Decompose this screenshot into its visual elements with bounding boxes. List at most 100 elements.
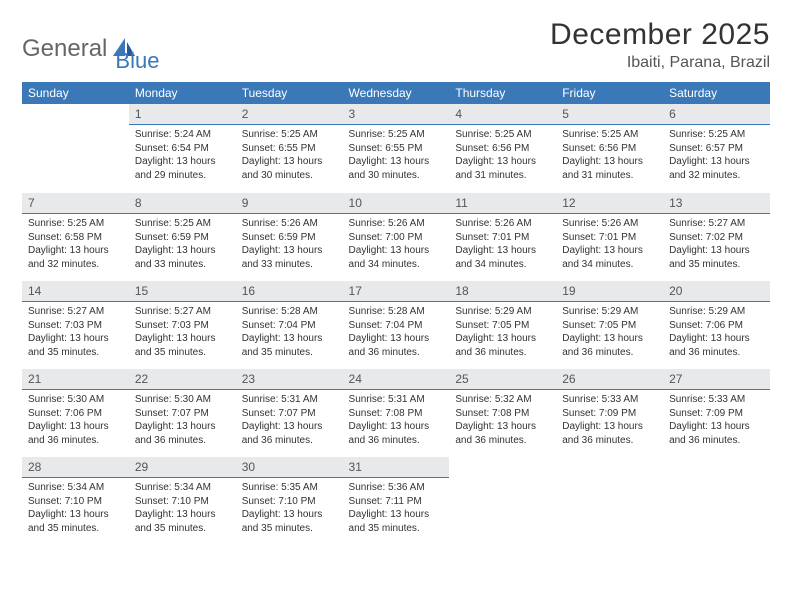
calendar-cell: 2Sunrise: 5:25 AMSunset: 6:55 PMDaylight… <box>236 104 343 192</box>
day-header: Tuesday <box>236 82 343 104</box>
day-number: 3 <box>343 104 450 125</box>
calendar-cell: 20Sunrise: 5:29 AMSunset: 7:06 PMDayligh… <box>663 280 770 368</box>
day-details: Sunrise: 5:29 AMSunset: 7:05 PMDaylight:… <box>449 302 556 363</box>
day-header: Sunday <box>22 82 129 104</box>
day-number: 8 <box>129 193 236 214</box>
day-details: Sunrise: 5:25 AMSunset: 6:57 PMDaylight:… <box>663 125 770 186</box>
calendar-cell: 19Sunrise: 5:29 AMSunset: 7:05 PMDayligh… <box>556 280 663 368</box>
day-number: 30 <box>236 457 343 478</box>
calendar-cell: 3Sunrise: 5:25 AMSunset: 6:55 PMDaylight… <box>343 104 450 192</box>
day-header: Thursday <box>449 82 556 104</box>
logo-text-general: General <box>22 35 107 63</box>
day-number: 5 <box>556 104 663 125</box>
day-number: 13 <box>663 193 770 214</box>
day-details: Sunrise: 5:26 AMSunset: 6:59 PMDaylight:… <box>236 214 343 275</box>
day-number: 17 <box>343 281 450 302</box>
location: Ibaiti, Parana, Brazil <box>550 54 770 72</box>
day-header: Monday <box>129 82 236 104</box>
day-number: 29 <box>129 457 236 478</box>
calendar-row: 28Sunrise: 5:34 AMSunset: 7:10 PMDayligh… <box>22 456 770 544</box>
calendar-cell: 17Sunrise: 5:28 AMSunset: 7:04 PMDayligh… <box>343 280 450 368</box>
day-number: 7 <box>22 193 129 214</box>
day-details: Sunrise: 5:29 AMSunset: 7:06 PMDaylight:… <box>663 302 770 363</box>
calendar-cell: .. <box>663 456 770 544</box>
day-details: Sunrise: 5:24 AMSunset: 6:54 PMDaylight:… <box>129 125 236 186</box>
calendar-cell: .. <box>449 456 556 544</box>
day-number: 4 <box>449 104 556 125</box>
day-number: 16 <box>236 281 343 302</box>
calendar-cell: 31Sunrise: 5:36 AMSunset: 7:11 PMDayligh… <box>343 456 450 544</box>
day-details: Sunrise: 5:25 AMSunset: 6:59 PMDaylight:… <box>129 214 236 275</box>
title-block: December 2025 Ibaiti, Parana, Brazil <box>550 18 770 72</box>
day-details: Sunrise: 5:29 AMSunset: 7:05 PMDaylight:… <box>556 302 663 363</box>
day-number: 25 <box>449 369 556 390</box>
day-number: 31 <box>343 457 450 478</box>
calendar-cell: 26Sunrise: 5:33 AMSunset: 7:09 PMDayligh… <box>556 368 663 456</box>
day-number: 22 <box>129 369 236 390</box>
day-number: 18 <box>449 281 556 302</box>
day-details: Sunrise: 5:25 AMSunset: 6:55 PMDaylight:… <box>343 125 450 186</box>
day-details: Sunrise: 5:26 AMSunset: 7:01 PMDaylight:… <box>556 214 663 275</box>
calendar-cell: 11Sunrise: 5:26 AMSunset: 7:01 PMDayligh… <box>449 192 556 280</box>
day-header: Wednesday <box>343 82 450 104</box>
day-number: 14 <box>22 281 129 302</box>
day-details: Sunrise: 5:34 AMSunset: 7:10 PMDaylight:… <box>22 478 129 539</box>
calendar-row: 7Sunrise: 5:25 AMSunset: 6:58 PMDaylight… <box>22 192 770 280</box>
calendar-cell: 6Sunrise: 5:25 AMSunset: 6:57 PMDaylight… <box>663 104 770 192</box>
month-title: December 2025 <box>550 18 770 52</box>
day-details: Sunrise: 5:25 AMSunset: 6:56 PMDaylight:… <box>556 125 663 186</box>
calendar-cell: 30Sunrise: 5:35 AMSunset: 7:10 PMDayligh… <box>236 456 343 544</box>
day-details: Sunrise: 5:27 AMSunset: 7:03 PMDaylight:… <box>22 302 129 363</box>
day-details: Sunrise: 5:33 AMSunset: 7:09 PMDaylight:… <box>663 390 770 451</box>
day-number: 6 <box>663 104 770 125</box>
calendar-cell: 12Sunrise: 5:26 AMSunset: 7:01 PMDayligh… <box>556 192 663 280</box>
day-details: Sunrise: 5:31 AMSunset: 7:07 PMDaylight:… <box>236 390 343 451</box>
calendar-cell: 18Sunrise: 5:29 AMSunset: 7:05 PMDayligh… <box>449 280 556 368</box>
day-details: Sunrise: 5:28 AMSunset: 7:04 PMDaylight:… <box>343 302 450 363</box>
calendar-cell: 27Sunrise: 5:33 AMSunset: 7:09 PMDayligh… <box>663 368 770 456</box>
calendar-cell: 1Sunrise: 5:24 AMSunset: 6:54 PMDaylight… <box>129 104 236 192</box>
calendar-cell: 14Sunrise: 5:27 AMSunset: 7:03 PMDayligh… <box>22 280 129 368</box>
calendar-cell: 13Sunrise: 5:27 AMSunset: 7:02 PMDayligh… <box>663 192 770 280</box>
day-number: 10 <box>343 193 450 214</box>
day-header: Friday <box>556 82 663 104</box>
day-number: 26 <box>556 369 663 390</box>
day-header: Saturday <box>663 82 770 104</box>
calendar-cell: 25Sunrise: 5:32 AMSunset: 7:08 PMDayligh… <box>449 368 556 456</box>
day-details: Sunrise: 5:26 AMSunset: 7:01 PMDaylight:… <box>449 214 556 275</box>
calendar-table: SundayMondayTuesdayWednesdayThursdayFrid… <box>22 82 770 545</box>
day-details: Sunrise: 5:27 AMSunset: 7:02 PMDaylight:… <box>663 214 770 275</box>
header: General Blue December 2025 Ibaiti, Paran… <box>22 18 770 74</box>
logo-text-blue: Blue <box>115 48 159 74</box>
day-details: Sunrise: 5:33 AMSunset: 7:09 PMDaylight:… <box>556 390 663 451</box>
day-details: Sunrise: 5:34 AMSunset: 7:10 PMDaylight:… <box>129 478 236 539</box>
calendar-cell: 9Sunrise: 5:26 AMSunset: 6:59 PMDaylight… <box>236 192 343 280</box>
day-details: Sunrise: 5:30 AMSunset: 7:07 PMDaylight:… <box>129 390 236 451</box>
calendar-cell: 15Sunrise: 5:27 AMSunset: 7:03 PMDayligh… <box>129 280 236 368</box>
day-number: 9 <box>236 193 343 214</box>
day-number: 21 <box>22 369 129 390</box>
day-details: Sunrise: 5:28 AMSunset: 7:04 PMDaylight:… <box>236 302 343 363</box>
calendar-row: ..1Sunrise: 5:24 AMSunset: 6:54 PMDaylig… <box>22 104 770 192</box>
day-details: Sunrise: 5:31 AMSunset: 7:08 PMDaylight:… <box>343 390 450 451</box>
day-number: 12 <box>556 193 663 214</box>
calendar-head: SundayMondayTuesdayWednesdayThursdayFrid… <box>22 82 770 104</box>
calendar-cell: 16Sunrise: 5:28 AMSunset: 7:04 PMDayligh… <box>236 280 343 368</box>
day-number: 24 <box>343 369 450 390</box>
day-details: Sunrise: 5:27 AMSunset: 7:03 PMDaylight:… <box>129 302 236 363</box>
calendar-cell: 4Sunrise: 5:25 AMSunset: 6:56 PMDaylight… <box>449 104 556 192</box>
calendar-cell: 10Sunrise: 5:26 AMSunset: 7:00 PMDayligh… <box>343 192 450 280</box>
day-details: Sunrise: 5:30 AMSunset: 7:06 PMDaylight:… <box>22 390 129 451</box>
day-number: 15 <box>129 281 236 302</box>
calendar-cell: 7Sunrise: 5:25 AMSunset: 6:58 PMDaylight… <box>22 192 129 280</box>
day-details: Sunrise: 5:26 AMSunset: 7:00 PMDaylight:… <box>343 214 450 275</box>
calendar-cell: 24Sunrise: 5:31 AMSunset: 7:08 PMDayligh… <box>343 368 450 456</box>
calendar-row: 21Sunrise: 5:30 AMSunset: 7:06 PMDayligh… <box>22 368 770 456</box>
calendar-cell: 21Sunrise: 5:30 AMSunset: 7:06 PMDayligh… <box>22 368 129 456</box>
calendar-cell: 28Sunrise: 5:34 AMSunset: 7:10 PMDayligh… <box>22 456 129 544</box>
calendar-body: .. 1Sunrise: 5:24 AMSunset: 6:54 PMDaylig… <box>22 104 770 544</box>
calendar-cell: 23Sunrise: 5:31 AMSunset: 7:07 PMDayligh… <box>236 368 343 456</box>
day-number: 2 <box>236 104 343 125</box>
day-number: 11 <box>449 193 556 214</box>
calendar-row: 14Sunrise: 5:27 AMSunset: 7:03 PMDayligh… <box>22 280 770 368</box>
